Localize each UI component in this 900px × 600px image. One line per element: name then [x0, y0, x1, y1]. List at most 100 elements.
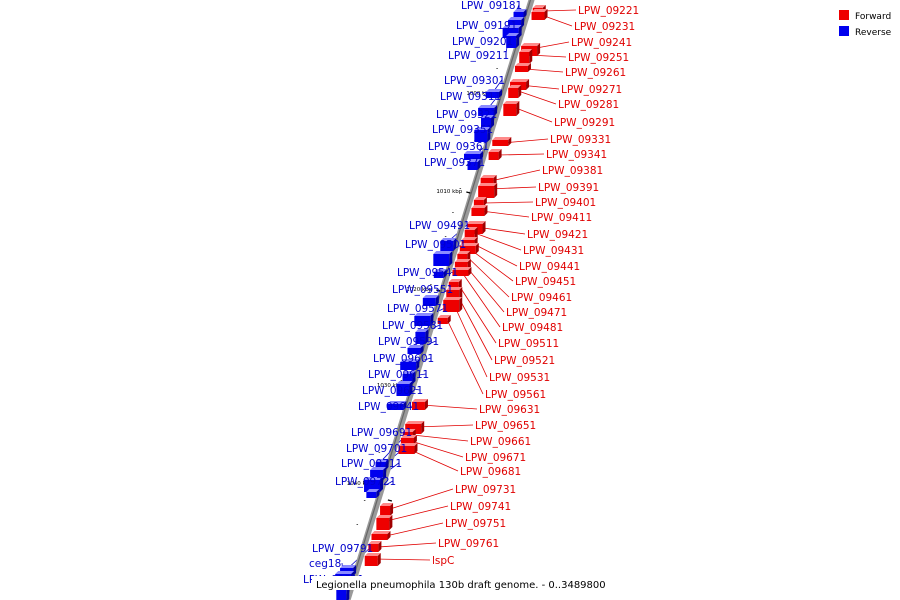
leader-line	[513, 106, 553, 123]
reverse-gene-label: LPW_09571	[387, 303, 448, 315]
leader-line	[408, 448, 459, 472]
forward-gene-feature	[443, 297, 463, 312]
forward-gene-label: LPW_09271	[561, 84, 622, 96]
reverse-gene-feature	[506, 33, 520, 48]
gene-labels: LPW_09221 LPW_09231 LPW_09241 LPW_09251 LPW_…	[303, 0, 639, 586]
reverse-gene-feature	[407, 345, 424, 354]
forward-gene-feature	[471, 205, 488, 216]
forward-gene-feature	[364, 553, 381, 566]
reverse-gene-feature	[400, 359, 420, 370]
forward-gene-label: LPW_09341	[546, 149, 607, 161]
legend: Forward Reverse	[839, 10, 892, 38]
minor-tick	[408, 356, 410, 357]
reverse-gene-label: LPW_09711	[341, 458, 402, 470]
reverse-gene-label: LPW_09191	[456, 20, 517, 32]
leader-line	[415, 424, 474, 428]
leader-line	[389, 488, 454, 510]
reverse-gene-label: LPW_09691	[351, 427, 412, 439]
reverse-gene-feature	[366, 489, 380, 498]
forward-gene-label: LPW_09431	[523, 245, 584, 257]
reverse-gene-feature	[440, 238, 457, 251]
legend-swatch-forward	[839, 10, 849, 20]
leader-line	[374, 558, 431, 561]
reverse-gene-label: LPW_09501	[405, 239, 466, 251]
leader-line	[462, 272, 501, 328]
forward-gene-feature	[368, 541, 382, 552]
reverse-gene-label: LPW_09551	[392, 284, 453, 296]
forward-gene-feature	[446, 287, 463, 300]
minor-tick	[378, 452, 381, 453]
reverse-gene-label: LPW_09611	[368, 369, 429, 381]
reverse-gene-label: LPW_09621	[362, 385, 423, 397]
reverse-gene-feature	[375, 459, 389, 470]
reverse-gene-feature	[364, 477, 384, 492]
legend-swatch-reverse	[839, 26, 849, 36]
reverse-gene-feature	[402, 371, 416, 384]
reverse-gene-feature	[370, 467, 387, 480]
minor-tick	[503, 44, 506, 45]
reverse-gene-feature	[463, 151, 483, 160]
forward-gene-feature	[488, 149, 502, 160]
reverse-gene-feature	[396, 381, 413, 396]
leader-line	[455, 292, 493, 361]
scale-tick-label: 1030 kbp	[377, 383, 403, 389]
reverse-gene-label: ceg18	[309, 558, 341, 570]
minor-tick	[385, 428, 388, 429]
leader-line	[471, 242, 518, 267]
leader-line	[498, 153, 545, 156]
reverse-gene-label: LPW_09591	[378, 336, 439, 348]
reverse-gene-label: LPW_09701	[346, 443, 407, 455]
minor-tick	[496, 68, 498, 69]
forward-gene-label: LPW_09381	[542, 165, 603, 177]
leader-line	[490, 169, 541, 182]
leader-line	[378, 542, 437, 548]
reverse-gene-feature	[467, 159, 481, 170]
map-caption: Legionella pneumophila 130b draft genome…	[316, 580, 606, 591]
forward-gene-label: LPW_09671	[465, 452, 526, 464]
reverse-gene-feature	[415, 329, 429, 344]
forward-gene-label: LPW_09331	[550, 134, 611, 146]
reverse-gene-feature	[478, 105, 498, 116]
leader-line	[447, 320, 484, 395]
reverse-gene-label: LPW_09301	[444, 75, 505, 87]
forward-gene-feature	[376, 515, 393, 530]
reverse-gene-label: LPW_09791	[312, 543, 373, 555]
reverse-gene-label: LPW_09201	[452, 36, 513, 48]
forward-gene-feature	[514, 63, 531, 72]
leader-line	[469, 248, 514, 282]
feature-mark	[387, 499, 393, 502]
reverse-gene-feature	[433, 251, 453, 266]
forward-gene-feature	[459, 243, 479, 254]
reverse-gene-label: LPW_09491	[409, 220, 470, 232]
leader-line	[483, 201, 534, 204]
forward-gene-label: LPW_09391	[538, 182, 599, 194]
reverse-gene-label: LPW_09371	[424, 157, 485, 169]
leader-line	[452, 302, 488, 378]
forward-gene-feature	[531, 9, 548, 20]
minor-tick	[481, 116, 484, 117]
reverse-gene-feature	[485, 89, 502, 98]
minor-tick	[356, 524, 359, 525]
forward-gene-label: LPW_09651	[475, 420, 536, 432]
minor-tick	[452, 212, 454, 213]
forward-gene-feature	[380, 503, 394, 516]
forward-gene-label: LPW_09531	[489, 372, 550, 384]
forward-gene-label: lspC	[432, 555, 454, 567]
leader-line	[481, 210, 530, 218]
leader-line	[474, 232, 522, 251]
forward-gene-feature	[411, 399, 428, 410]
reverse-gene-feature	[387, 401, 407, 410]
forward-gene-feature	[473, 197, 487, 206]
minor-tick	[422, 308, 425, 309]
forward-gene-label: LPW_09451	[515, 276, 576, 288]
forward-gene-feature	[508, 85, 522, 98]
forward-gene-feature	[492, 137, 512, 146]
reverse-gene-label: LPW_09181	[461, 0, 522, 12]
legend-label-forward: Forward	[855, 12, 891, 22]
scale-tick-label: 1020 kbp	[406, 287, 432, 293]
scale-tick-label: 1010 kbp	[436, 189, 462, 195]
forward-gene-feature	[371, 531, 391, 540]
minor-tick	[430, 284, 432, 285]
forward-gene-label: LPW_09281	[558, 99, 619, 111]
forward-gene-label: LPW_09461	[511, 292, 572, 304]
